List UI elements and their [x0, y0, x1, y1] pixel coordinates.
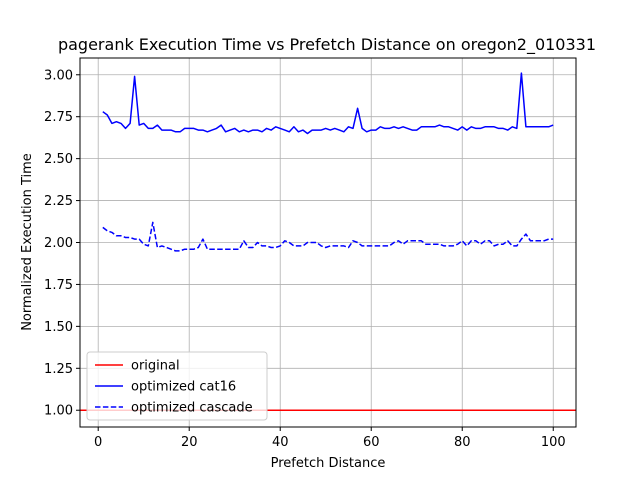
x-tick-label: 40 — [272, 435, 289, 450]
y-axis-label: Normalized Execution Time — [20, 153, 35, 331]
series-line-optimized-cascade — [102, 221, 554, 252]
y-tick-label: 1.50 — [44, 320, 73, 335]
x-tick-label: 80 — [454, 435, 471, 450]
legend: original optimized cat16 optimized cascade — [86, 351, 268, 421]
y-tick-label: 2.75 — [44, 110, 73, 125]
x-tick-label: 20 — [181, 435, 198, 450]
y-tick-label: 2.50 — [44, 152, 73, 167]
y-tick-label: 1.25 — [44, 362, 73, 377]
series-line-optimized-cat16 — [102, 72, 554, 135]
y-tick-label: 2.00 — [44, 236, 73, 251]
y-tick-label: 1.00 — [44, 404, 73, 419]
y-tick-label: 3.00 — [44, 68, 73, 83]
x-axis-label: Prefetch Distance — [271, 456, 386, 471]
x-tick-label: 60 — [363, 435, 380, 450]
legend-label-original: original — [131, 359, 180, 374]
legend-box — [86, 351, 268, 421]
y-axis-ticks: 1.00 1.25 1.50 1.75 2.00 2.25 2.50 2.75 3.00 — [44, 68, 80, 419]
x-tick-label: 0 — [94, 435, 102, 450]
y-tick-label: 2.25 — [44, 194, 73, 209]
y-tick-label: 1.75 — [44, 278, 73, 293]
legend-label-optimized-cascade: optimized cascade — [131, 401, 253, 416]
chart-title: pagerank Execution Time vs Prefetch Dist… — [58, 35, 596, 55]
x-tick-label: 100 — [541, 435, 566, 450]
legend-label-optimized-cat16: optimized cat16 — [131, 380, 236, 395]
x-axis-ticks: 0 20 40 60 80 100 — [94, 427, 566, 450]
